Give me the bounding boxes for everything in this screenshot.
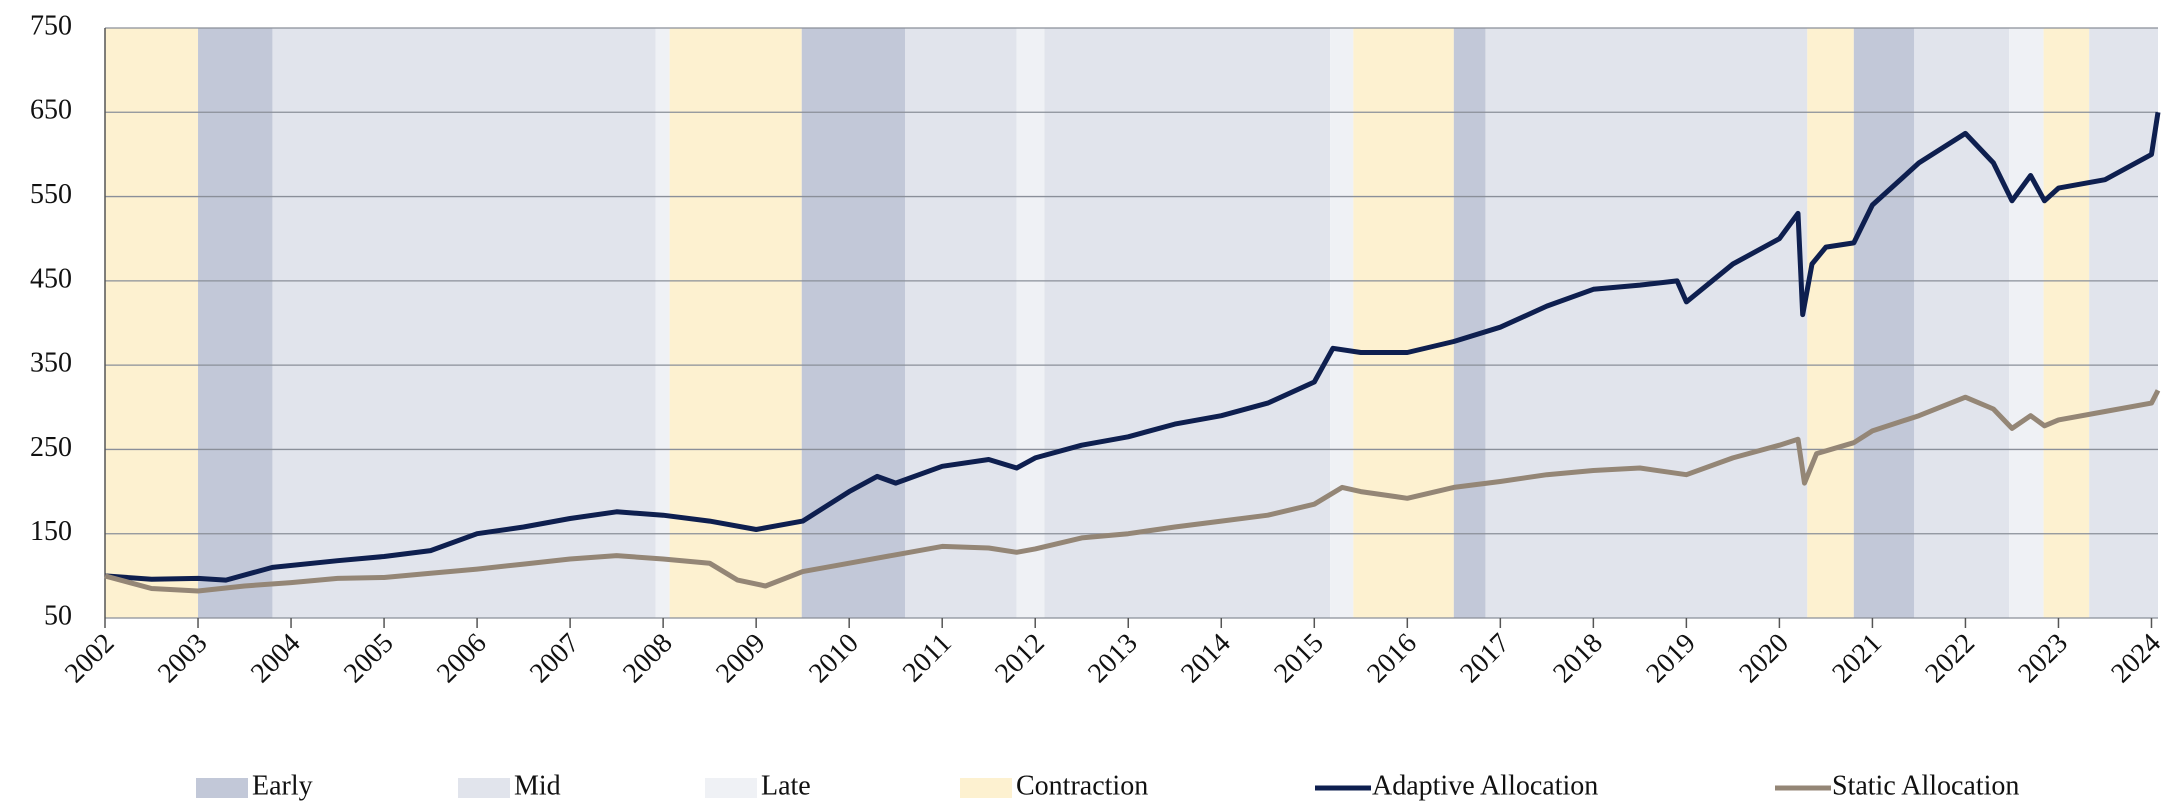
regime-band — [669, 28, 802, 618]
regime-band — [1353, 28, 1454, 618]
regime-band — [2009, 28, 2044, 618]
x-tick-label: 2010 — [803, 628, 865, 690]
regime-band — [198, 28, 273, 618]
legend-label: Static Allocation — [1832, 770, 2019, 801]
regime-band — [1016, 28, 1045, 618]
regime-band — [1330, 28, 1354, 618]
regime-band — [272, 28, 656, 618]
x-tick-label: 2013 — [1082, 628, 1144, 690]
x-tick-label: 2002 — [59, 628, 121, 690]
x-tick-label: 2016 — [1361, 628, 1423, 690]
x-tick-label: 2012 — [989, 628, 1051, 690]
legend-swatch — [705, 778, 757, 798]
x-tick-label: 2006 — [431, 628, 493, 690]
x-tick-label: 2023 — [2012, 628, 2074, 690]
legend-label: Adaptive Allocation — [1372, 770, 1598, 801]
x-tick-label: 2014 — [1175, 628, 1237, 690]
regime-band — [1044, 28, 1331, 618]
legend-label: Mid — [514, 770, 561, 801]
legend-label: Late — [761, 770, 811, 801]
x-tick-label: 2005 — [338, 628, 400, 690]
regime-band — [904, 28, 1017, 618]
x-tick-label: 2008 — [617, 628, 679, 690]
legend-swatch — [196, 778, 248, 798]
regime-band — [2043, 28, 2090, 618]
regime-band — [1485, 28, 1808, 618]
x-tick-label: 2007 — [524, 628, 586, 690]
legend-label: Early — [252, 770, 313, 801]
y-tick-label: 350 — [30, 348, 72, 379]
y-tick-label: 650 — [30, 95, 72, 126]
x-tick-label: 2015 — [1268, 628, 1330, 690]
regime-band — [1453, 28, 1486, 618]
y-tick-label: 450 — [30, 263, 72, 294]
x-tick-label: 2024 — [2105, 628, 2162, 690]
legend-swatch — [960, 778, 1012, 798]
y-tick-label: 50 — [44, 600, 72, 631]
regime-band — [1807, 28, 1854, 618]
x-tick-label: 2021 — [1826, 628, 1888, 690]
regime-band — [655, 28, 670, 618]
y-tick-label: 550 — [30, 179, 72, 210]
legend-swatch — [458, 778, 510, 798]
regime-band — [2089, 28, 2158, 618]
x-tick-label: 2009 — [710, 628, 772, 690]
legend-label: Contraction — [1016, 770, 1148, 801]
x-tick-label: 2017 — [1454, 628, 1516, 690]
y-tick-label: 250 — [30, 432, 72, 463]
y-tick-label: 750 — [30, 10, 72, 41]
regime-band — [105, 28, 199, 618]
x-tick-label: 2020 — [1733, 628, 1795, 690]
x-tick-label: 2022 — [1919, 628, 1981, 690]
x-tick-label: 2019 — [1640, 628, 1702, 690]
x-tick-label: 2018 — [1547, 628, 1609, 690]
y-tick-label: 150 — [30, 516, 72, 547]
regime-band — [1914, 28, 2010, 618]
regime-band — [1853, 28, 1915, 618]
x-tick-label: 2003 — [152, 628, 214, 690]
x-tick-label: 2004 — [245, 628, 307, 690]
series-line — [104, 389, 2161, 594]
x-tick-label: 2011 — [897, 628, 958, 689]
series-line — [104, 111, 2161, 583]
regime-band — [801, 28, 905, 618]
